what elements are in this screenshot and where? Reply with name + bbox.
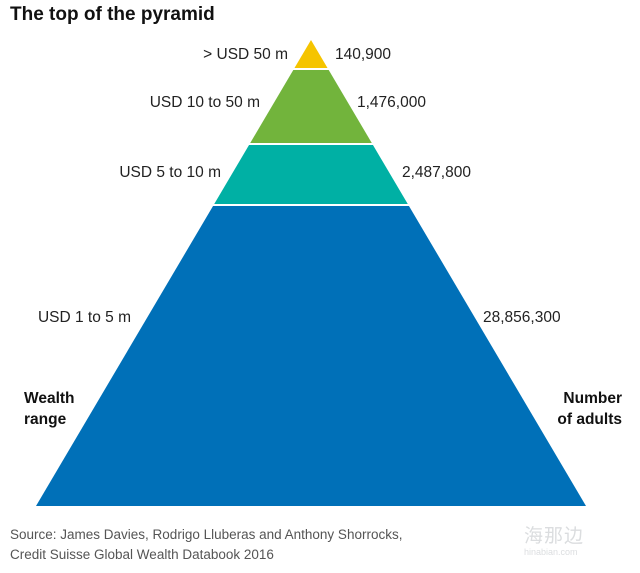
number-of-adults-line-2: of adults bbox=[557, 411, 622, 428]
watermark-subtext: hinabian.com bbox=[524, 547, 578, 557]
source-line-2: Credit Suisse Global Wealth Databook 201… bbox=[10, 547, 274, 562]
tier-over-usd-50m bbox=[293, 40, 329, 69]
adults-label-3: 28,856,300 bbox=[483, 309, 561, 326]
watermark-text: 海那边 bbox=[524, 525, 585, 547]
adults-label-2: 2,487,800 bbox=[402, 164, 471, 181]
range-label-2: USD 5 to 10 m bbox=[119, 164, 221, 181]
tier-usd-5-to-10m bbox=[213, 144, 409, 205]
range-label-0: > USD 50 m bbox=[203, 46, 288, 63]
source-line-1: Source: James Davies, Rodrigo Lluberas a… bbox=[10, 527, 403, 542]
tier-usd-10-to-50m bbox=[249, 69, 373, 144]
wealth-range-line-1: Wealth bbox=[24, 390, 75, 407]
source-note: Source: James Davies, Rodrigo Lluberas a… bbox=[10, 525, 402, 565]
tier-usd-1-to-5m bbox=[36, 205, 586, 506]
range-label-3: USD 1 to 5 m bbox=[37, 309, 131, 326]
range-label-1: USD 10 to 50 m bbox=[149, 94, 260, 111]
adults-label-0: 140,900 bbox=[335, 46, 392, 63]
adults-label-1: 1,476,000 bbox=[357, 94, 426, 111]
watermark-logo: 海那边 hinabian.com bbox=[518, 521, 628, 563]
wealth-range-line-2: range bbox=[24, 411, 67, 428]
number-of-adults-label: Number of adults bbox=[557, 388, 622, 430]
chart-title: The top of the pyramid bbox=[10, 4, 215, 25]
wealth-range-label: Wealth range bbox=[24, 388, 75, 430]
number-of-adults-line-1: Number bbox=[563, 390, 622, 407]
